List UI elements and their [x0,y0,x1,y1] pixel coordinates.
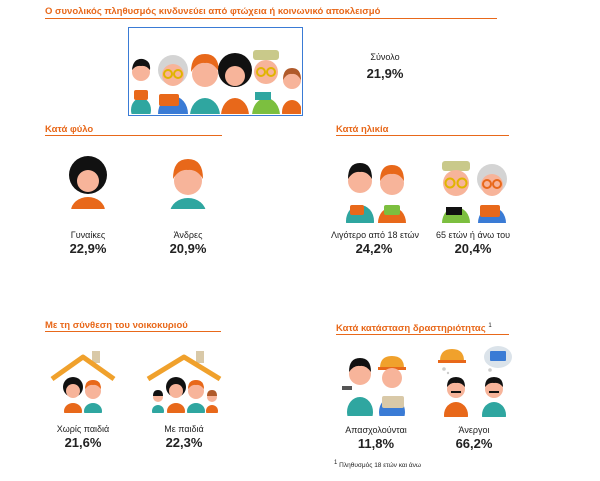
age-heading-rule [336,135,509,136]
activity-employed-label: Απασχολούνται [345,425,407,435]
activity-heading: Κατά κατάσταση δραστηριότητας 1 [336,323,492,334]
gender-man-value: 20,9% [169,241,207,256]
household-nochildren-value: 21,6% [64,435,102,450]
age-under18-label: Λιγότερο από 18 ετών [331,230,419,240]
girl-figure-icon [282,68,301,114]
gender-man-label: Άνδρες [173,230,203,240]
gender-heading-rule [45,135,222,136]
activity-unemployed-value: 66,2% [455,436,493,451]
household-heading: Με τη σύνθεση του νοικοκυριού [45,320,188,331]
total-label: Σύνολο [370,52,400,62]
household-nochildren-label: Χωρίς παιδιά [56,424,110,434]
gender-woman-value: 22,9% [69,241,107,256]
unemployed-icon [438,346,512,417]
age-heading: Κατά ηλικία [336,124,389,135]
household-heading-rule [45,331,221,332]
gender-woman-label: Γυναίκες [70,230,106,240]
activity-heading-rule [336,334,509,335]
children-icon [346,163,406,223]
household-withchildren-value: 22,3% [165,435,203,450]
household-withchildren-label: Με παιδιά [164,424,204,434]
age-65plus-label: 65 ετών ή άνω του [435,230,511,240]
activity-employed-value: 11,8% [357,436,395,451]
footnote: 1 Πληθυσμός 18 ετών και άνω [334,460,421,469]
house-family-icon [146,351,222,413]
elderly-couple-icon [442,161,507,223]
activity-heading-text: Κατά κατάσταση δραστηριότητας [336,323,486,335]
child-figure-icon [131,58,151,114]
man-icon [170,159,206,209]
footnote-text: Πληθυσμός 18 ετών και άνω [339,462,421,470]
house-couple-icon [50,351,116,413]
woman-icon [69,156,107,209]
age-65plus-value: 20,4% [454,241,492,256]
elderly-man-figure-icon [252,50,280,114]
age-under18-value: 24,2% [355,241,393,256]
total-image-frame [128,27,303,116]
total-heading: Ο συνολικός πληθυσμός κινδυνεύει από φτώ… [45,6,381,17]
activity-unemployed-label: Άνεργοι [458,425,490,435]
woman-figure-icon [218,53,252,114]
man-figure-icon [190,54,220,114]
activity-footnote-mark: 1 [488,323,492,329]
total-heading-rule [45,18,497,19]
elderly-woman-figure-icon [158,55,188,114]
workers-icon [342,356,406,416]
total-value: 21,9% [366,66,404,81]
group-of-people-icon [131,50,301,114]
gender-heading: Κατά φύλο [45,124,94,135]
footnote-mark: 1 [334,460,338,466]
